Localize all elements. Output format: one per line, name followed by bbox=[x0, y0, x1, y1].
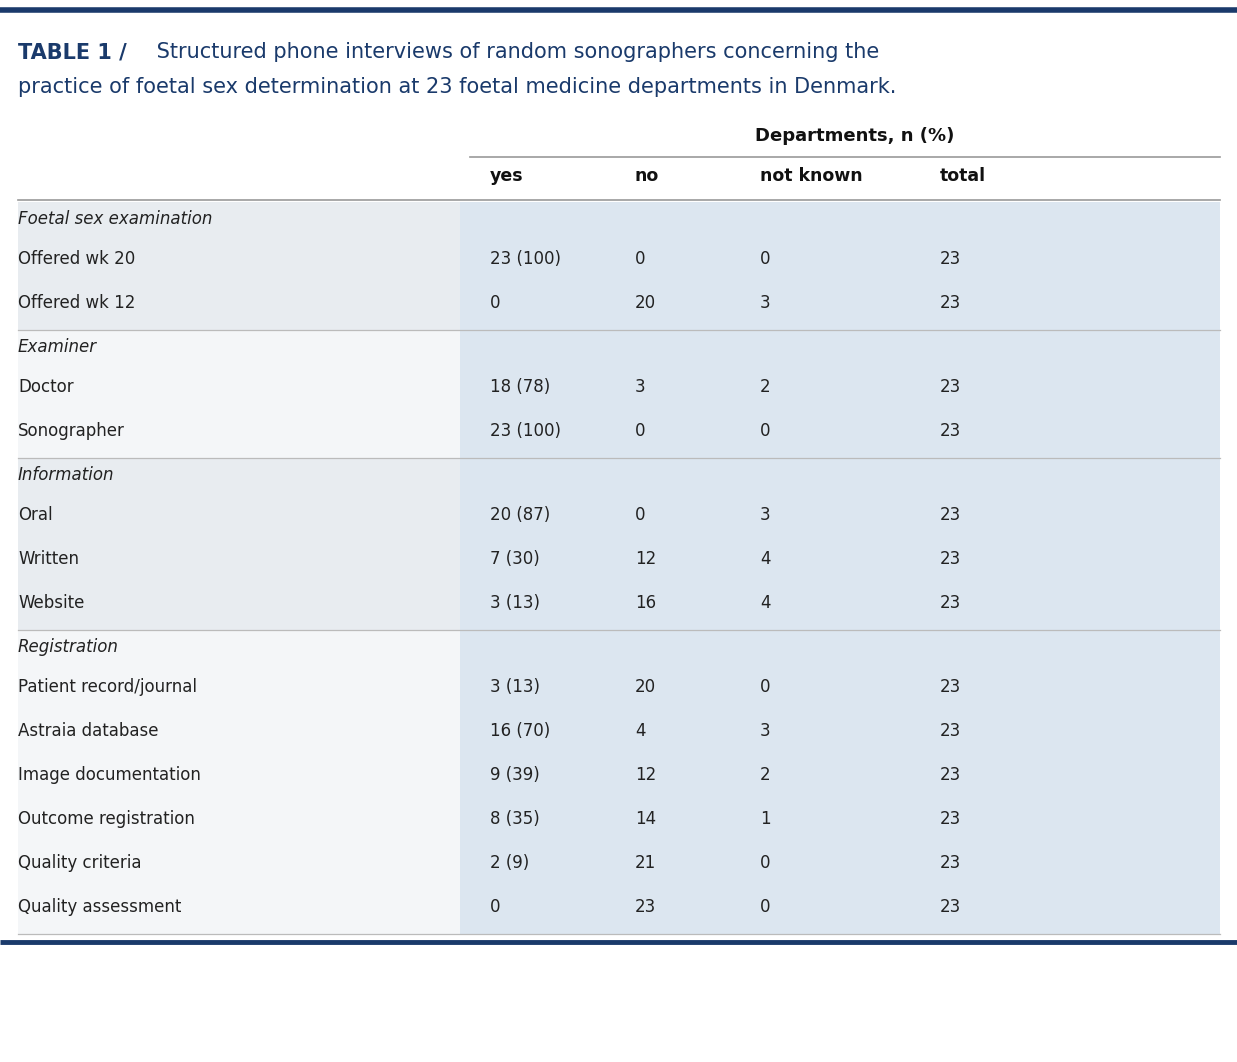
Text: 23: 23 bbox=[940, 678, 961, 696]
Text: 12: 12 bbox=[635, 766, 657, 784]
Text: 23: 23 bbox=[940, 250, 961, 268]
Text: 0: 0 bbox=[760, 678, 771, 696]
Text: Image documentation: Image documentation bbox=[19, 766, 200, 784]
Text: Oral: Oral bbox=[19, 506, 53, 524]
Text: 0: 0 bbox=[635, 250, 646, 268]
Text: 23: 23 bbox=[940, 550, 961, 568]
Text: Foetal sex examination: Foetal sex examination bbox=[19, 210, 213, 228]
Text: 2: 2 bbox=[760, 378, 771, 396]
Text: Examiner: Examiner bbox=[19, 338, 98, 356]
Text: 0: 0 bbox=[635, 422, 646, 440]
Text: 20: 20 bbox=[635, 678, 656, 696]
Text: Offered wk 20: Offered wk 20 bbox=[19, 250, 135, 268]
Text: 23: 23 bbox=[940, 594, 961, 612]
Text: 23: 23 bbox=[940, 854, 961, 872]
Text: 1: 1 bbox=[760, 810, 771, 828]
Text: Departments, n (%): Departments, n (%) bbox=[756, 127, 955, 145]
Text: 0: 0 bbox=[760, 422, 771, 440]
Text: 23: 23 bbox=[940, 722, 961, 740]
Text: Sonographer: Sonographer bbox=[19, 422, 125, 440]
Bar bbox=[19, 202, 460, 330]
Text: Outcome registration: Outcome registration bbox=[19, 810, 195, 828]
Text: 16: 16 bbox=[635, 594, 656, 612]
Text: Information: Information bbox=[19, 466, 115, 484]
Text: 0: 0 bbox=[490, 898, 501, 917]
Text: 12: 12 bbox=[635, 550, 657, 568]
Text: no: no bbox=[635, 167, 659, 185]
Text: 7 (30): 7 (30) bbox=[490, 550, 539, 568]
Text: Website: Website bbox=[19, 594, 84, 612]
Text: 0: 0 bbox=[760, 854, 771, 872]
Text: 23: 23 bbox=[940, 294, 961, 312]
Bar bbox=[460, 202, 1220, 330]
Text: 3: 3 bbox=[760, 294, 771, 312]
Bar bbox=[460, 458, 1220, 630]
Text: 4: 4 bbox=[635, 722, 646, 740]
Bar bbox=[19, 630, 460, 933]
Text: 0: 0 bbox=[635, 506, 646, 524]
Text: Astraia database: Astraia database bbox=[19, 722, 158, 740]
Text: not known: not known bbox=[760, 167, 862, 185]
Text: 23 (100): 23 (100) bbox=[490, 422, 562, 440]
Text: Registration: Registration bbox=[19, 638, 119, 656]
Text: 21: 21 bbox=[635, 854, 657, 872]
Text: 14: 14 bbox=[635, 810, 656, 828]
Text: yes: yes bbox=[490, 167, 523, 185]
Text: TABLE 1 /: TABLE 1 / bbox=[19, 42, 126, 62]
Text: 23: 23 bbox=[940, 898, 961, 917]
Text: practice of foetal sex determination at 23 foetal medicine departments in Denmar: practice of foetal sex determination at … bbox=[19, 78, 897, 97]
Text: Quality criteria: Quality criteria bbox=[19, 854, 141, 872]
Text: 3 (13): 3 (13) bbox=[490, 594, 541, 612]
Text: 2 (9): 2 (9) bbox=[490, 854, 529, 872]
Text: 0: 0 bbox=[760, 250, 771, 268]
Text: 9 (39): 9 (39) bbox=[490, 766, 539, 784]
Text: Doctor: Doctor bbox=[19, 378, 74, 396]
Text: 3: 3 bbox=[760, 722, 771, 740]
Text: 4: 4 bbox=[760, 550, 771, 568]
Text: total: total bbox=[940, 167, 986, 185]
Text: 8 (35): 8 (35) bbox=[490, 810, 539, 828]
Text: Structured phone interviews of random sonographers concerning the: Structured phone interviews of random so… bbox=[150, 42, 880, 62]
Text: 23: 23 bbox=[940, 378, 961, 396]
Text: 20 (87): 20 (87) bbox=[490, 506, 550, 524]
Text: Patient record/journal: Patient record/journal bbox=[19, 678, 197, 696]
Text: 0: 0 bbox=[760, 898, 771, 917]
Text: 0: 0 bbox=[490, 294, 501, 312]
Text: 20: 20 bbox=[635, 294, 656, 312]
Text: 23: 23 bbox=[940, 506, 961, 524]
Text: Offered wk 12: Offered wk 12 bbox=[19, 294, 135, 312]
Text: 18 (78): 18 (78) bbox=[490, 378, 550, 396]
Text: 23 (100): 23 (100) bbox=[490, 250, 562, 268]
Bar bbox=[460, 630, 1220, 933]
Text: 23: 23 bbox=[940, 422, 961, 440]
Text: 23: 23 bbox=[635, 898, 657, 917]
Text: 23: 23 bbox=[940, 766, 961, 784]
Bar bbox=[19, 458, 460, 630]
Text: Quality assessment: Quality assessment bbox=[19, 898, 182, 917]
Text: 3 (13): 3 (13) bbox=[490, 678, 541, 696]
Bar bbox=[460, 330, 1220, 458]
Text: 2: 2 bbox=[760, 766, 771, 784]
Text: 4: 4 bbox=[760, 594, 771, 612]
Text: 16 (70): 16 (70) bbox=[490, 722, 550, 740]
Text: 3: 3 bbox=[760, 506, 771, 524]
Text: 3: 3 bbox=[635, 378, 646, 396]
Bar bbox=[19, 330, 460, 458]
Text: 23: 23 bbox=[940, 810, 961, 828]
Text: Written: Written bbox=[19, 550, 79, 568]
